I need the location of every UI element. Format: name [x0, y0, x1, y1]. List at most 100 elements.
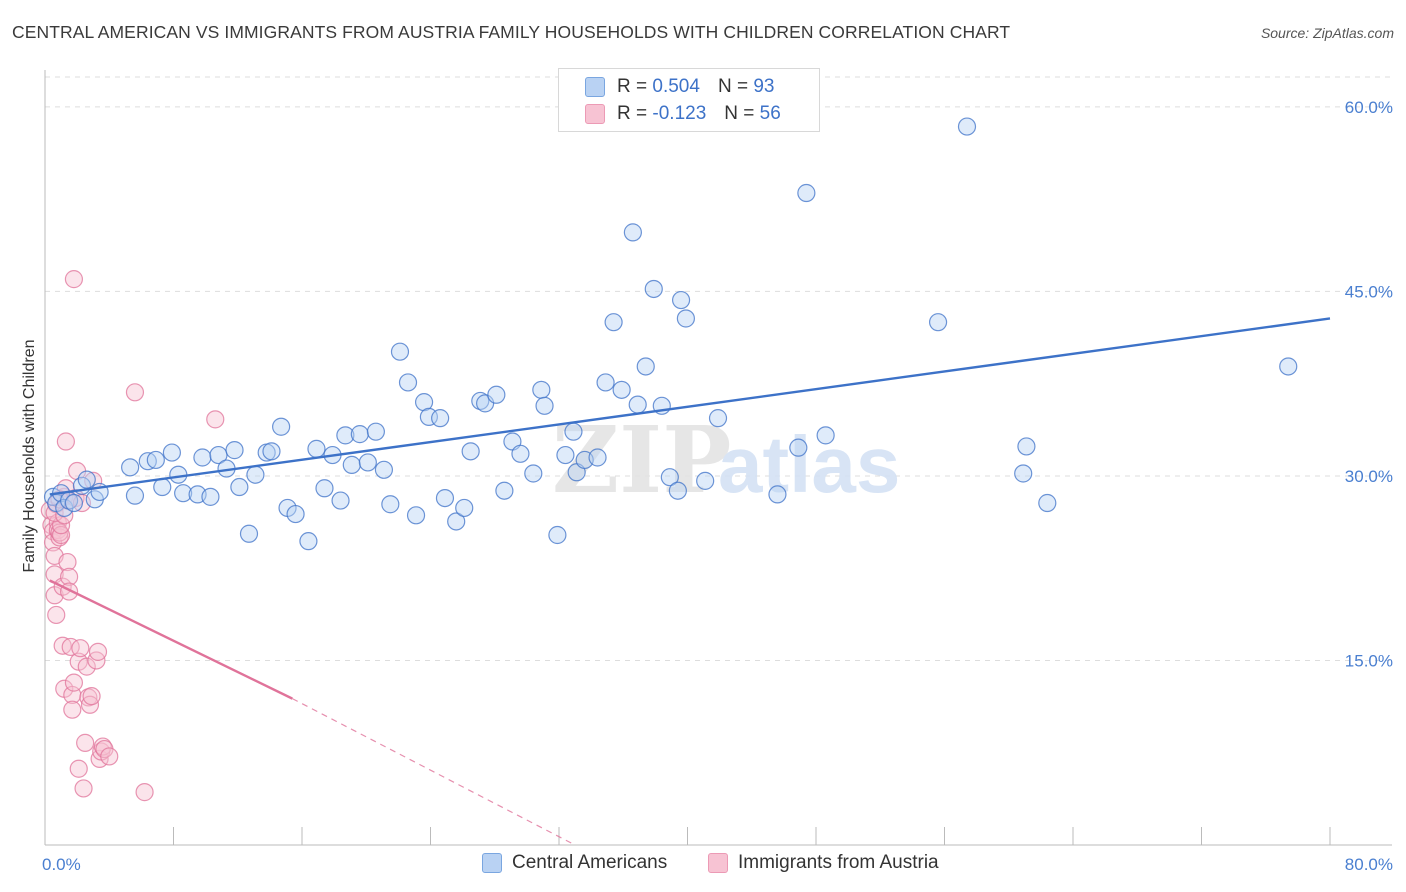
x-tick-label: 80.0% [1345, 855, 1393, 874]
axes [44, 70, 1392, 846]
trend-line-central-americans [49, 317, 1331, 496]
data-point-central-american [1279, 357, 1298, 376]
data-point-austria [206, 410, 225, 429]
data-point-central-american [315, 479, 334, 498]
trend-line-austria-extended [292, 698, 576, 846]
data-point-central-american [366, 422, 385, 441]
legend-n-value: 56 [759, 103, 781, 124]
data-point-central-american [193, 448, 212, 467]
watermark-zip: ZIP [552, 406, 731, 514]
legend-r-value: -0.123 [652, 103, 707, 124]
data-point-central-american [64, 493, 84, 513]
data-point-austria [76, 733, 95, 752]
data-point-central-american [1014, 464, 1033, 483]
bottom-legend-immigrants-from-austria: Immigrants from Austria [708, 852, 939, 874]
data-point-central-american [471, 391, 490, 411]
data-point-central-american [225, 441, 244, 460]
data-point-austria [125, 383, 145, 402]
legend-n-label: N = [724, 103, 755, 124]
data-point-central-american [671, 290, 691, 310]
data-point-central-american [768, 485, 787, 504]
data-point-central-american [239, 524, 259, 543]
data-point-central-american [668, 481, 687, 500]
bottom-legend-label: Central Americans [512, 852, 668, 873]
legend-row-central-americans: R = 0.504 N = 93 [585, 74, 774, 100]
y-tick-label: 45.0% [1345, 282, 1393, 301]
data-point-central-american [162, 443, 181, 462]
data-point-central-american [511, 444, 530, 463]
data-point-central-american [461, 442, 480, 461]
legend: R = 0.504 N = 93 R = -0.123 N = 56 [558, 68, 820, 132]
data-point-central-american [660, 468, 679, 487]
data-point-central-american [374, 460, 394, 479]
data-point-central-american [286, 504, 305, 524]
data-point-central-american [153, 477, 172, 497]
watermark: ZIP atlas [552, 406, 900, 514]
legend-r-label: R = [617, 76, 648, 97]
data-point-central-american [816, 426, 835, 445]
data-point-central-american [174, 484, 193, 503]
y-tick-label: 15.0% [1345, 651, 1393, 670]
legend-n-value: 93 [753, 76, 775, 97]
series-central-americans [43, 117, 1298, 551]
data-point-austria [56, 432, 75, 451]
data-point-central-american [262, 442, 281, 461]
trend-line-austria [49, 579, 293, 700]
y-axis-label: Family Households with Children [21, 340, 38, 573]
legend-r-label: R = [617, 103, 648, 124]
data-point-central-american [696, 471, 715, 490]
data-point-central-american [342, 455, 361, 474]
data-point-central-american [201, 487, 220, 506]
data-point-central-american [431, 409, 450, 428]
data-point-central-american [1017, 437, 1036, 456]
data-point-central-american [1038, 493, 1057, 513]
data-point-central-american [556, 445, 575, 465]
data-point-central-american [495, 481, 514, 500]
data-point-central-american [588, 448, 607, 467]
data-point-central-american [307, 439, 326, 458]
series-immigrants-from-austria [40, 270, 225, 802]
data-point-central-american [532, 380, 551, 399]
data-point-austria [63, 700, 82, 719]
data-point-central-american [381, 495, 400, 514]
data-point-central-american [121, 458, 140, 477]
data-point-central-american [789, 438, 808, 457]
data-point-central-american [125, 486, 145, 505]
data-point-central-american [708, 409, 728, 428]
data-point-austria [51, 525, 71, 545]
data-point-central-american [487, 385, 506, 404]
data-point-austria [69, 759, 88, 778]
data-point-austria [64, 270, 84, 289]
data-point-central-american [358, 453, 377, 472]
data-point-central-american [928, 313, 948, 332]
data-point-central-american [564, 422, 583, 441]
data-point-austria [64, 673, 84, 692]
data-point-central-american [612, 380, 631, 399]
trend-lines [49, 317, 1331, 846]
data-point-central-american [957, 117, 977, 136]
source-label: Source: ZipAtlas.com [1260, 25, 1394, 41]
data-point-central-american [644, 279, 663, 299]
data-point-central-american [350, 425, 369, 444]
y-tick-label: 60.0% [1345, 98, 1393, 117]
watermark-atlas: atlas [718, 420, 900, 509]
legend-n-label: N = [717, 76, 749, 97]
data-point-central-american [336, 426, 355, 445]
data-point-austria [88, 642, 108, 661]
data-point-austria [74, 779, 93, 798]
data-point-central-american [230, 477, 249, 497]
data-point-central-american [455, 498, 474, 518]
data-point-central-american [406, 506, 426, 525]
data-point-central-american [331, 491, 350, 510]
data-point-central-american [524, 464, 543, 483]
data-point-central-american [390, 342, 410, 361]
bottom-legend-label: Immigrants from Austria [738, 852, 939, 873]
data-point-central-american [447, 512, 466, 531]
tick-labels: 15.0% 30.0% 45.0% 60.0% 0.0% 80.0% [42, 98, 1393, 874]
data-point-central-american [623, 223, 642, 242]
data-point-austria [77, 657, 96, 676]
data-point-austria [82, 687, 101, 706]
bottom-legend-swatch-blue [482, 853, 502, 873]
data-point-central-american [246, 465, 265, 484]
data-point-central-american [636, 357, 655, 376]
